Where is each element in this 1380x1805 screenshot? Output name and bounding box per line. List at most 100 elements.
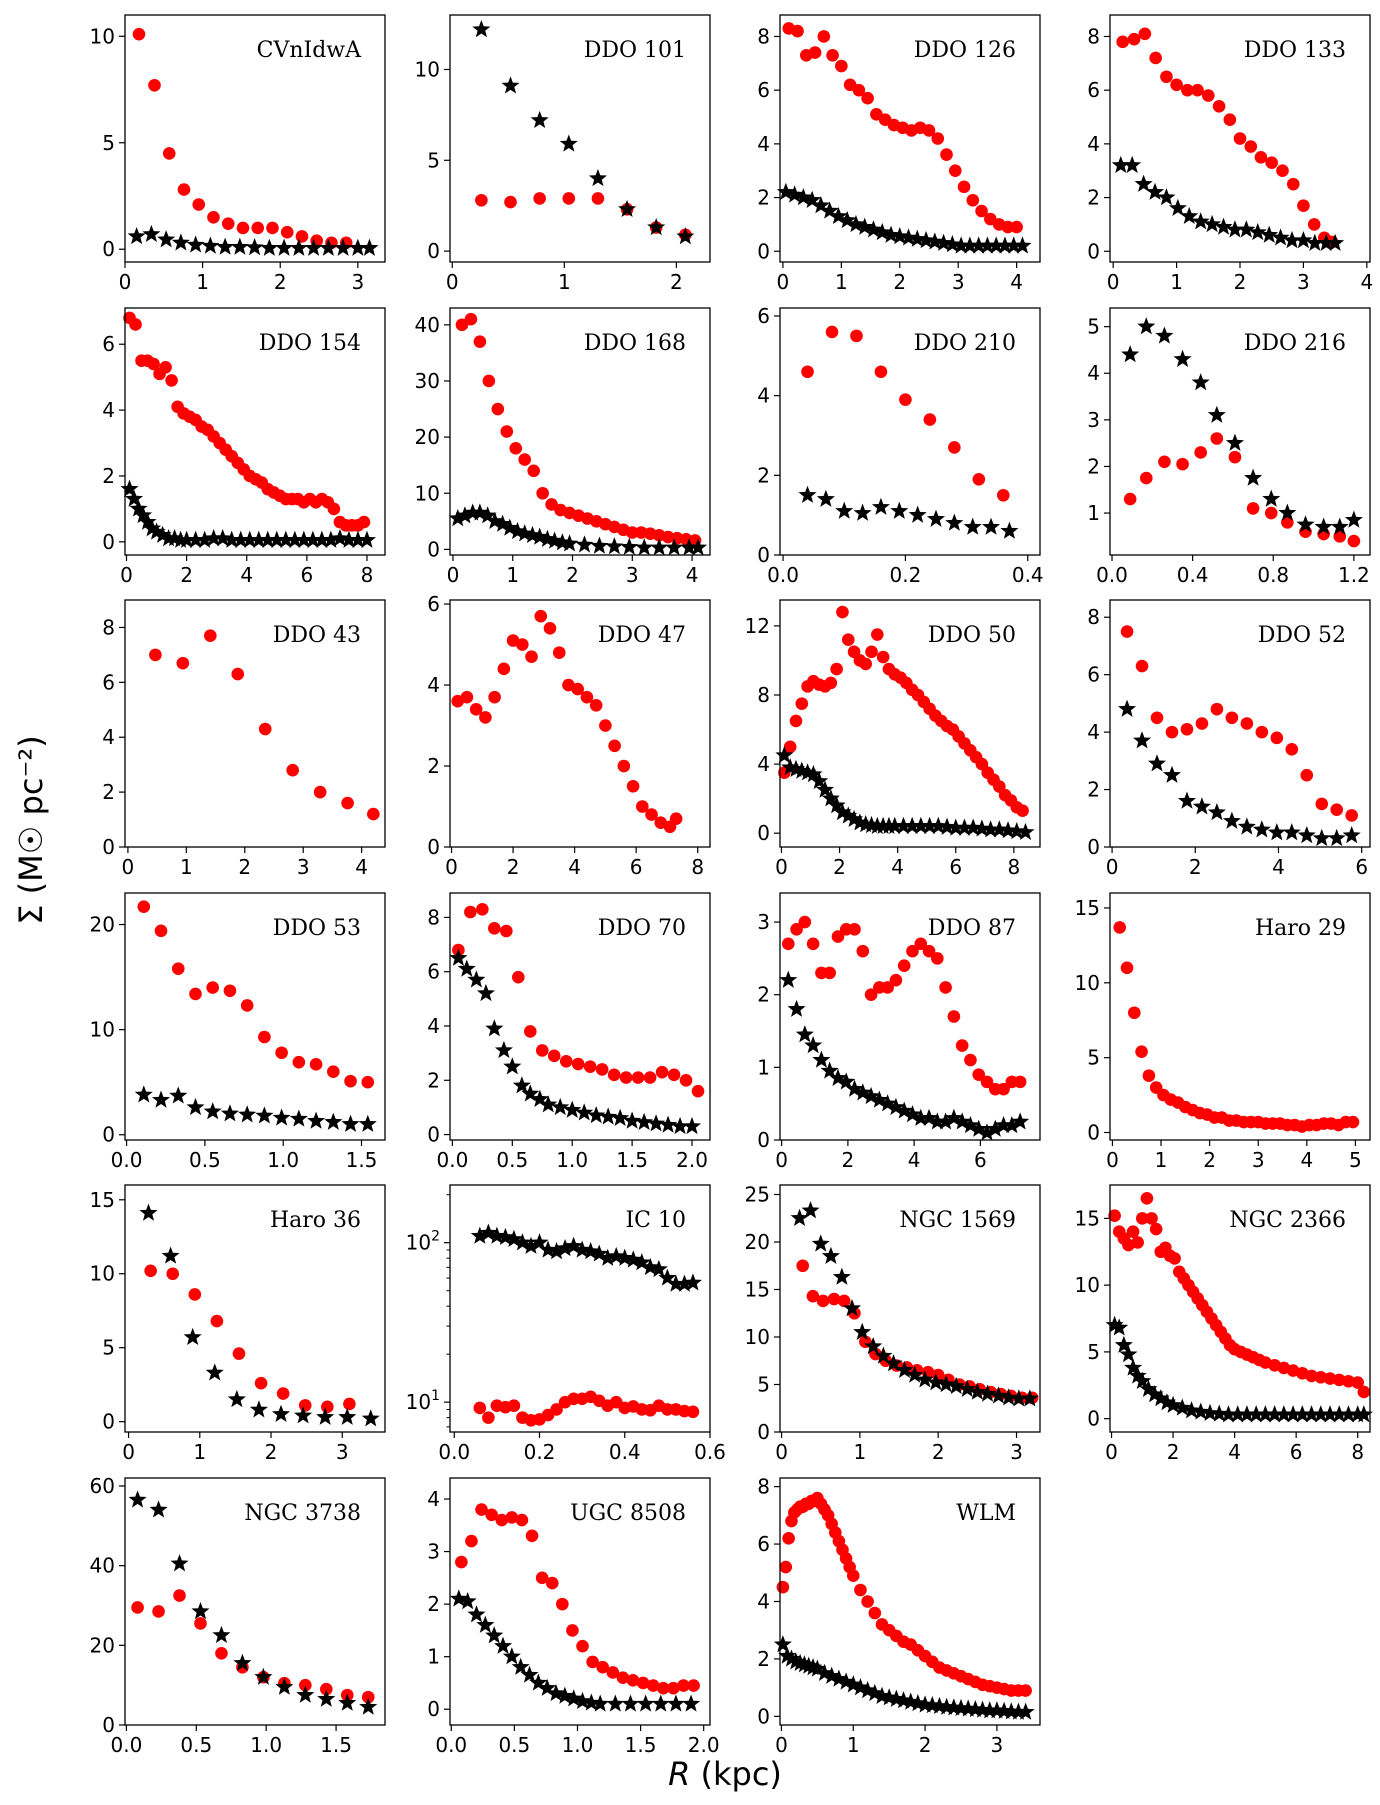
panel-title: DDO 70 xyxy=(598,916,686,941)
data-point-circle xyxy=(152,1605,165,1618)
y-tick-label: 2 xyxy=(427,1068,440,1092)
data-point-circle xyxy=(1351,1376,1364,1389)
data-point-star xyxy=(231,530,250,548)
data-point-star xyxy=(191,1601,210,1620)
data-point-circle xyxy=(1135,1045,1148,1058)
x-axis-title-variable: R xyxy=(668,1755,690,1793)
data-point-star xyxy=(472,20,491,38)
data-point-circle xyxy=(636,1676,650,1690)
data-point-star xyxy=(319,238,338,256)
data-point-circle xyxy=(841,633,855,647)
panel-title: DDO 216 xyxy=(1244,331,1346,356)
data-point-circle xyxy=(1228,450,1242,464)
data-point-star xyxy=(1278,503,1297,521)
y-tick-label: 4 xyxy=(757,384,770,408)
panel-title: UGC 8508 xyxy=(570,1501,686,1526)
series-red xyxy=(1116,27,1339,249)
x-tick-label: 3 xyxy=(1297,270,1310,294)
data-point-star xyxy=(560,534,579,552)
y-tick-label: 20 xyxy=(415,425,440,449)
data-point-star xyxy=(964,818,983,836)
data-point-circle xyxy=(868,1606,882,1620)
x-tick-label: 1.2 xyxy=(1338,563,1370,587)
y-tick-label: 4 xyxy=(427,673,440,697)
data-point-circle xyxy=(523,1025,537,1038)
data-point-circle xyxy=(189,987,202,1001)
panel-ddo-52: 0 2 4 6 0 2 4 6 8 DDO 52 xyxy=(1087,599,1371,879)
y-tick-label: 2 xyxy=(427,754,440,778)
data-point-circle xyxy=(476,902,489,916)
data-point-circle xyxy=(606,1666,620,1679)
data-point-star xyxy=(556,1238,575,1257)
data-point-circle xyxy=(801,365,814,379)
data-point-circle xyxy=(948,441,961,454)
data-point-star xyxy=(905,1365,924,1383)
data-point-circle xyxy=(607,1068,621,1082)
data-point-star xyxy=(1145,1385,1164,1403)
data-point-star xyxy=(620,537,639,555)
data-point-star xyxy=(611,1108,630,1126)
y-tick-label: 4 xyxy=(757,132,770,156)
data-point-star xyxy=(240,530,259,548)
data-point-star xyxy=(564,1236,583,1254)
x-tick-label: 8 xyxy=(691,855,704,879)
data-point-star xyxy=(810,771,829,790)
x-tick-label: 2 xyxy=(842,1148,855,1172)
data-point-circle xyxy=(966,193,980,207)
data-point-circle xyxy=(850,329,863,343)
y-tick-label: 6 xyxy=(427,592,440,616)
data-point-circle xyxy=(865,645,878,659)
data-point-circle xyxy=(280,225,294,239)
y-tick-label: 2 xyxy=(1087,454,1100,478)
data-point-star xyxy=(903,816,922,834)
data-point-star xyxy=(986,1119,1005,1137)
series-red xyxy=(1113,921,1360,1133)
x-tick-label: 1.0 xyxy=(267,1148,299,1172)
data-point-circle xyxy=(837,1294,851,1308)
data-point-star xyxy=(832,1267,851,1285)
data-point-star xyxy=(1210,1404,1229,1422)
data-point-star xyxy=(573,1240,592,1258)
data-point-circle xyxy=(645,808,658,821)
data-point-star xyxy=(1237,1405,1256,1423)
data-point-circle xyxy=(571,682,584,696)
data-point-circle xyxy=(783,740,797,754)
data-point-circle xyxy=(806,1289,820,1303)
y-tick-label: 8 xyxy=(1087,24,1100,48)
x-tick-label: 2 xyxy=(238,855,251,879)
data-point-star xyxy=(1330,517,1349,535)
data-point-star xyxy=(316,1407,335,1425)
data-point-star xyxy=(1219,1405,1238,1423)
x-tick-label: 4 xyxy=(1300,1148,1313,1172)
y-tick-label: 10 xyxy=(415,481,440,505)
data-point-star xyxy=(968,1382,987,1400)
data-point-star xyxy=(894,816,913,834)
data-point-circle xyxy=(292,1055,306,1069)
x-tick-label: 4 xyxy=(240,563,253,587)
y-tick-label: 2 xyxy=(1087,778,1100,802)
data-point-star xyxy=(485,1626,504,1644)
data-point-star xyxy=(1326,233,1345,251)
data-point-circle xyxy=(631,1071,645,1084)
data-point-circle xyxy=(545,498,558,511)
data-point-star xyxy=(1342,826,1361,844)
data-point-circle xyxy=(266,221,279,235)
data-point-star xyxy=(845,1079,864,1097)
data-point-circle xyxy=(231,667,245,681)
data-point-circle xyxy=(831,930,845,943)
data-point-circle xyxy=(1333,530,1347,543)
y-tick-label: 30 xyxy=(415,369,440,393)
panel-ddo-50: 0 2 4 6 8 0 4 8 12 DDO 50 xyxy=(745,599,1041,879)
x-tick-label: 0 xyxy=(446,270,459,294)
data-point-star xyxy=(606,1694,625,1712)
data-point-star xyxy=(1002,1702,1021,1720)
data-point-circle xyxy=(876,650,890,664)
data-point-star xyxy=(361,1409,380,1427)
data-point-circle xyxy=(846,1569,860,1582)
data-point-star xyxy=(928,1112,947,1130)
data-point-circle xyxy=(207,210,220,224)
panel-ddo-53: 0.0 0.5 1.0 1.5 0 10 20 DDO 53 xyxy=(90,892,386,1172)
data-point-star xyxy=(1339,1405,1358,1423)
x-tick-label: 0 xyxy=(122,855,135,879)
